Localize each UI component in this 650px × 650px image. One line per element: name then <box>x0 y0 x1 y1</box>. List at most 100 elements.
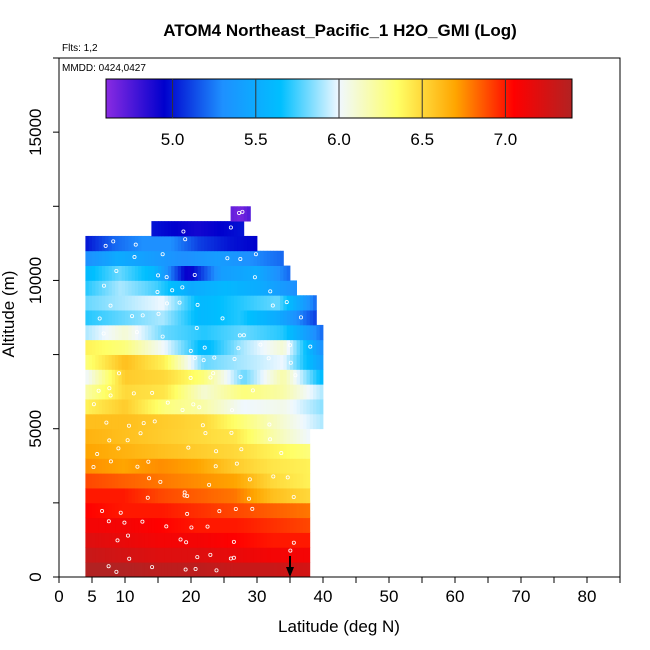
heat-cell <box>247 206 251 222</box>
heat-cell <box>276 265 281 281</box>
heat-cell <box>240 399 245 415</box>
sample-point <box>140 519 145 524</box>
heat-cell <box>108 532 113 548</box>
heat-cell <box>286 369 291 385</box>
heat-cell <box>263 295 268 311</box>
sample-point <box>191 402 196 407</box>
heat-cell <box>88 339 93 355</box>
heat-cell <box>128 354 132 370</box>
sample-point <box>212 355 217 360</box>
heat-cell <box>167 458 172 474</box>
heat-cell <box>280 384 284 400</box>
heat-cell <box>250 399 255 415</box>
heat-cell <box>224 502 228 519</box>
heat-cell <box>257 354 261 370</box>
sample-point <box>127 556 132 561</box>
heat-cell <box>148 324 152 341</box>
altitude-layer <box>85 428 311 444</box>
heat-cell <box>174 265 179 281</box>
heat-cell <box>171 354 175 370</box>
heat-cell <box>207 384 212 400</box>
heat-cell <box>148 547 152 563</box>
heat-cell <box>138 488 142 504</box>
heat-cell <box>151 562 156 577</box>
heat-cell <box>237 206 241 222</box>
heat-cell <box>227 369 231 385</box>
heat-cell <box>191 517 195 533</box>
heat-cell <box>101 324 106 341</box>
sample-point <box>238 256 243 261</box>
heat-cell <box>303 532 307 548</box>
heat-cell <box>95 265 99 281</box>
heat-cell <box>177 413 182 430</box>
heat-cell <box>115 280 119 296</box>
heat-cell <box>257 339 261 355</box>
heat-cell <box>148 354 152 370</box>
heat-cell <box>98 488 103 504</box>
heat-cell <box>158 339 162 355</box>
heat-cell <box>200 517 205 533</box>
heat-cell <box>161 562 165 577</box>
sample-point <box>253 252 258 257</box>
heat-cell <box>154 428 159 444</box>
heat-cell <box>266 488 271 504</box>
heat-cell <box>92 354 96 370</box>
heat-cell <box>296 295 301 311</box>
heat-cell <box>210 443 215 459</box>
heat-cell <box>197 339 202 355</box>
heat-cell <box>174 399 179 415</box>
heat-cell <box>243 458 248 474</box>
heat-cell <box>98 310 103 326</box>
heat-cell <box>161 295 165 311</box>
heat-cell <box>207 413 212 430</box>
heat-cell <box>118 310 123 326</box>
heat-cell <box>88 562 93 577</box>
heat-cell <box>299 488 304 504</box>
sample-point <box>180 285 185 290</box>
heat-cell <box>141 235 146 252</box>
heat-cell <box>128 547 132 563</box>
sample-point <box>234 461 239 466</box>
heat-cell <box>220 250 225 266</box>
heat-cell <box>224 295 228 311</box>
x-axis-label: Latitude (deg N) <box>278 617 400 636</box>
heat-cell <box>115 443 119 459</box>
heat-cell <box>306 547 311 563</box>
heat-cell <box>230 310 235 326</box>
heat-cell <box>263 413 268 430</box>
heat-cell <box>161 369 165 385</box>
sample-point <box>205 524 210 529</box>
heat-cell <box>240 221 245 237</box>
heat-cell <box>230 354 235 370</box>
heat-cell <box>95 488 99 504</box>
heat-cell <box>204 280 208 296</box>
heat-cell <box>191 310 195 326</box>
heat-cell <box>125 428 129 444</box>
heat-cell <box>306 443 311 459</box>
heat-cell <box>154 354 159 370</box>
sample-point <box>126 423 131 428</box>
heat-cell <box>171 235 175 252</box>
heat-cell <box>233 413 238 430</box>
heat-cell <box>253 413 258 430</box>
heat-cell <box>306 517 311 533</box>
heat-cell <box>92 443 96 459</box>
heat-cell <box>303 324 307 341</box>
heat-cell <box>184 517 189 533</box>
heat-cell <box>151 310 156 326</box>
heat-cell <box>296 458 301 474</box>
heat-cell <box>204 310 208 326</box>
heat-cell <box>115 369 119 385</box>
heat-cell <box>121 532 126 548</box>
heat-cell <box>204 384 208 400</box>
heat-cell <box>167 310 172 326</box>
heat-cell <box>286 458 291 474</box>
heat-cell <box>191 428 195 444</box>
heat-cell <box>290 443 294 459</box>
heat-cell <box>217 488 222 504</box>
heat-cell <box>158 369 162 385</box>
heat-cell <box>253 399 258 415</box>
heat-cell <box>309 384 314 400</box>
heat-cell <box>233 443 238 459</box>
heat-cell <box>309 354 314 370</box>
